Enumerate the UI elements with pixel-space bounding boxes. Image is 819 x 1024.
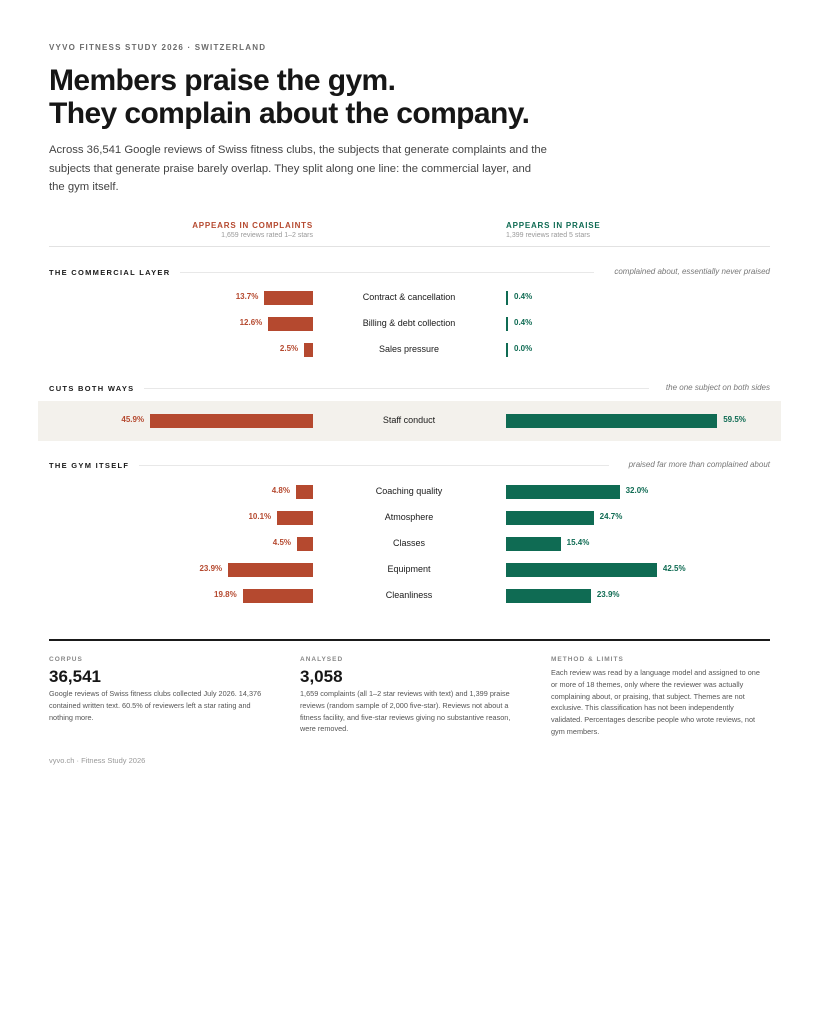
praise-bar bbox=[506, 511, 594, 525]
category-label: Coaching quality bbox=[375, 486, 443, 496]
chart-row: 12.6% Billing & debt collection 0.4% bbox=[0, 317, 819, 331]
section-divider bbox=[49, 272, 594, 273]
chart-row: 13.7% Contract & cancellation 0.4% bbox=[0, 291, 819, 305]
category-label: Classes bbox=[392, 538, 425, 548]
section-note-commercial: complained about, essentially never prai… bbox=[604, 267, 770, 276]
section-divider bbox=[49, 388, 649, 389]
praise-column-subtitle: 1,399 reviews rated 5 stars bbox=[506, 232, 591, 239]
chart-row: 10.1% Atmosphere 24.7% bbox=[0, 511, 819, 525]
section-note-gym: praised far more than complained about bbox=[618, 460, 770, 469]
complaint-value-label: 13.7% bbox=[235, 292, 259, 301]
chart-row: 45.9% Staff conduct 59.5% bbox=[0, 414, 819, 428]
dek: Across 36,541 Google reviews of Swiss fi… bbox=[49, 144, 547, 193]
chart-row: 19.8% Cleanliness 23.9% bbox=[0, 589, 819, 603]
praise-bar bbox=[506, 414, 718, 428]
category-label: Equipment bbox=[387, 564, 431, 574]
category-label: Billing & debt collection bbox=[362, 318, 456, 328]
praise-bar bbox=[506, 537, 561, 551]
analysed-value: 3,058 bbox=[300, 667, 343, 686]
complaints-column-subtitle: 1,659 reviews rated 1–2 stars bbox=[221, 232, 313, 239]
method-label: METHOD & LIMITS bbox=[551, 656, 624, 663]
praise-value-label: 0.4% bbox=[514, 292, 533, 301]
complaints-column-title: APPEARS IN COMPLAINTS bbox=[192, 221, 313, 230]
complaint-value-label: 45.9% bbox=[121, 415, 145, 424]
analysed-label: ANALYSED bbox=[300, 656, 344, 663]
complaint-bar bbox=[268, 317, 313, 331]
praise-value-label: 24.7% bbox=[599, 512, 623, 521]
complaint-bar bbox=[264, 291, 313, 305]
headline-line-1: Members praise the gym. bbox=[49, 64, 396, 97]
category-label: Contract & cancellation bbox=[362, 292, 456, 302]
corpus-block: CORPUS 36,541 Google reviews of Swiss fi… bbox=[49, 656, 264, 723]
corpus-label: CORPUS bbox=[49, 656, 83, 663]
praise-value-label: 23.9% bbox=[596, 590, 620, 599]
praise-value-label: 0.0% bbox=[514, 344, 533, 353]
chart-row: 4.8% Coaching quality 32.0% bbox=[0, 485, 819, 499]
chart-row: 23.9% Equipment 42.5% bbox=[0, 563, 819, 577]
analysed-text: 1,659 complaints (all 1–2 star reviews w… bbox=[300, 689, 511, 734]
complaint-value-label: 12.6% bbox=[239, 318, 263, 327]
complaint-value-label: 19.8% bbox=[214, 590, 237, 599]
praise-column-title: APPEARS IN PRAISE bbox=[506, 221, 601, 230]
praise-column-header: APPEARS IN PRAISE 1,399 reviews rated 5 … bbox=[506, 221, 601, 239]
category-label: Staff conduct bbox=[382, 415, 436, 425]
section-divider bbox=[49, 465, 609, 466]
complaint-value-label: 23.9% bbox=[199, 564, 223, 573]
kicker: VYVO FITNESS STUDY 2026 · SWITZERLAND bbox=[49, 43, 267, 52]
headline: Members praise the gym. They complain ab… bbox=[49, 64, 749, 130]
headline-line-2: They complain about the company. bbox=[49, 97, 530, 130]
chart-row: 4.5% Classes 15.4% bbox=[0, 537, 819, 551]
praise-bar bbox=[506, 589, 591, 603]
complaint-value-label: 4.8% bbox=[271, 486, 290, 495]
section-title-commercial: THE COMMERCIAL LAYER bbox=[49, 268, 181, 277]
section-note-both: the one subject on both sides bbox=[655, 383, 770, 392]
praise-value-label: 32.0% bbox=[625, 486, 649, 495]
section-title-gym: THE GYM ITSELF bbox=[49, 461, 140, 470]
category-label: Atmosphere bbox=[384, 512, 434, 522]
analysed-block: ANALYSED 3,058 1,659 complaints (all 1–2… bbox=[300, 656, 515, 735]
praise-bar bbox=[506, 291, 508, 305]
praise-value-label: 0.4% bbox=[514, 318, 533, 327]
corpus-value: 36,541 bbox=[49, 667, 101, 686]
praise-bar bbox=[506, 317, 508, 331]
complaints-column-header: APPEARS IN COMPLAINTS 1,659 reviews rate… bbox=[192, 221, 313, 239]
complaint-value-label: 2.5% bbox=[279, 344, 299, 353]
praise-value-label: 15.4% bbox=[566, 538, 590, 547]
complaint-value-label: 10.1% bbox=[248, 512, 272, 521]
footer-rule bbox=[49, 639, 770, 641]
complaint-bar bbox=[150, 414, 313, 428]
header-rule bbox=[49, 246, 770, 247]
complaint-bar bbox=[228, 563, 313, 577]
corpus-text: Google reviews of Swiss fitness clubs co… bbox=[49, 689, 262, 722]
praise-value-label: 42.5% bbox=[662, 564, 686, 573]
praise-bar bbox=[506, 485, 620, 499]
praise-bar bbox=[506, 563, 657, 577]
complaint-bar bbox=[304, 343, 313, 357]
praise-bar bbox=[506, 343, 508, 357]
complaint-bar bbox=[242, 589, 313, 603]
method-block: METHOD & LIMITS Each review was read by … bbox=[551, 656, 766, 738]
complaint-bar bbox=[295, 485, 313, 499]
category-label: Sales pressure bbox=[378, 344, 440, 354]
complaint-bar bbox=[297, 537, 313, 551]
method-text: Each review was read by a language model… bbox=[551, 668, 760, 736]
praise-value-label: 59.5% bbox=[723, 415, 746, 424]
complaint-value-label: 4.5% bbox=[272, 538, 292, 547]
section-title-both: CUTS BOTH WAYS bbox=[49, 384, 145, 393]
colophon: vyvo.ch · Fitness Study 2026 bbox=[49, 756, 146, 765]
chart-row: 2.5% Sales pressure 0.0% bbox=[0, 343, 819, 357]
complaint-bar bbox=[277, 511, 313, 525]
category-label: Cleanliness bbox=[385, 590, 433, 600]
